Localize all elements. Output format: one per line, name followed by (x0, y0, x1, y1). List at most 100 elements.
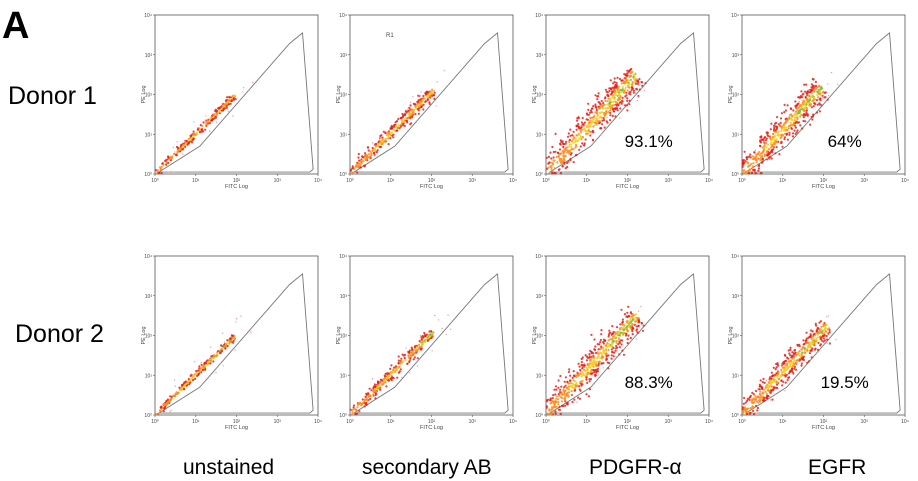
outlier-dot (636, 99, 639, 102)
event-dot (561, 165, 564, 168)
event-dot (364, 395, 367, 398)
event-dot (572, 138, 575, 141)
event-dot (551, 412, 554, 415)
event-dot (786, 104, 789, 107)
event-dot (819, 99, 822, 102)
event-dot (199, 371, 202, 374)
event-dot (621, 96, 624, 99)
event-dot (825, 324, 828, 327)
event-dot (800, 90, 803, 93)
event-dot (183, 381, 186, 384)
event-dot (175, 391, 178, 394)
event-dot (381, 383, 384, 386)
event-dot (387, 143, 390, 146)
y-tick-label: 10⁴ (535, 13, 543, 19)
outlier-dot (173, 379, 176, 381)
gate-polygon (548, 272, 705, 414)
event-dot (417, 343, 420, 346)
event-dot (198, 128, 201, 131)
event-dot (579, 130, 582, 133)
event-dot (582, 368, 586, 371)
event-dot (794, 132, 797, 135)
event-dot (752, 406, 755, 409)
event-dot (221, 345, 224, 348)
y-axis-label: PE Log (532, 85, 538, 103)
event-dot (390, 131, 393, 134)
event-dot (204, 128, 207, 131)
outlier-dot (408, 123, 411, 125)
event-dot (758, 396, 762, 399)
event-dot (809, 333, 812, 336)
outlier-dot (798, 108, 800, 111)
event-dot (228, 340, 231, 343)
event-dot (377, 385, 380, 389)
event-dot (815, 324, 818, 327)
event-dot (159, 406, 162, 409)
event-dot (803, 113, 806, 116)
event-dot (580, 121, 584, 124)
event-dot (599, 103, 602, 106)
event-dot (429, 90, 432, 93)
outlier-dot (571, 393, 573, 395)
event-dot (615, 341, 618, 344)
outlier-dot (784, 390, 786, 392)
event-dot (745, 413, 749, 416)
event-dot (633, 323, 636, 326)
outlier-dot (433, 89, 435, 92)
event-dot (611, 114, 614, 117)
event-dot (602, 338, 606, 341)
event-dot (766, 385, 769, 388)
event-dot (392, 136, 395, 139)
event-dot (404, 359, 407, 362)
outlier-dot (562, 171, 565, 173)
event-dot (808, 104, 811, 107)
event-dot (399, 361, 402, 364)
event-dot (549, 413, 552, 416)
event-dot (820, 339, 824, 342)
event-dot (571, 386, 574, 389)
event-dot (592, 116, 595, 119)
event-dot (828, 327, 831, 330)
event-dot (558, 157, 561, 160)
outlier-dot (776, 382, 779, 384)
event-dot (209, 362, 212, 365)
event-dot (805, 331, 808, 334)
event-dot (800, 113, 803, 116)
event-dot (608, 99, 612, 102)
event-dot (410, 348, 414, 351)
event-dot (787, 349, 790, 352)
event-dot (618, 334, 621, 337)
event-dot (791, 367, 794, 370)
event-dot (415, 107, 418, 110)
event-dot (568, 368, 571, 371)
event-dot (816, 326, 819, 329)
event-dot (408, 106, 411, 109)
event-dot (569, 385, 572, 388)
event-dot (170, 155, 173, 158)
event-dot (790, 369, 794, 372)
event-dot (588, 353, 591, 356)
event-dot (591, 107, 594, 110)
event-dot (575, 128, 578, 131)
event-dot (787, 357, 790, 360)
outlier-dot (377, 155, 379, 157)
event-dot (555, 397, 558, 400)
event-dot (609, 331, 612, 334)
event-dot (205, 123, 208, 126)
event-dot (816, 348, 820, 351)
event-dot (814, 84, 818, 87)
outlier-dot (784, 122, 786, 125)
event-dot (812, 333, 815, 336)
event-dot (604, 99, 607, 103)
event-dot (424, 339, 428, 342)
event-dot (589, 119, 592, 122)
event-dot (803, 109, 806, 112)
x-tick-label: 10⁰ (151, 419, 159, 425)
event-dot (789, 359, 792, 362)
event-dot (422, 94, 425, 98)
event-dot (745, 158, 749, 161)
event-dot (599, 356, 602, 360)
event-dot (784, 109, 788, 112)
